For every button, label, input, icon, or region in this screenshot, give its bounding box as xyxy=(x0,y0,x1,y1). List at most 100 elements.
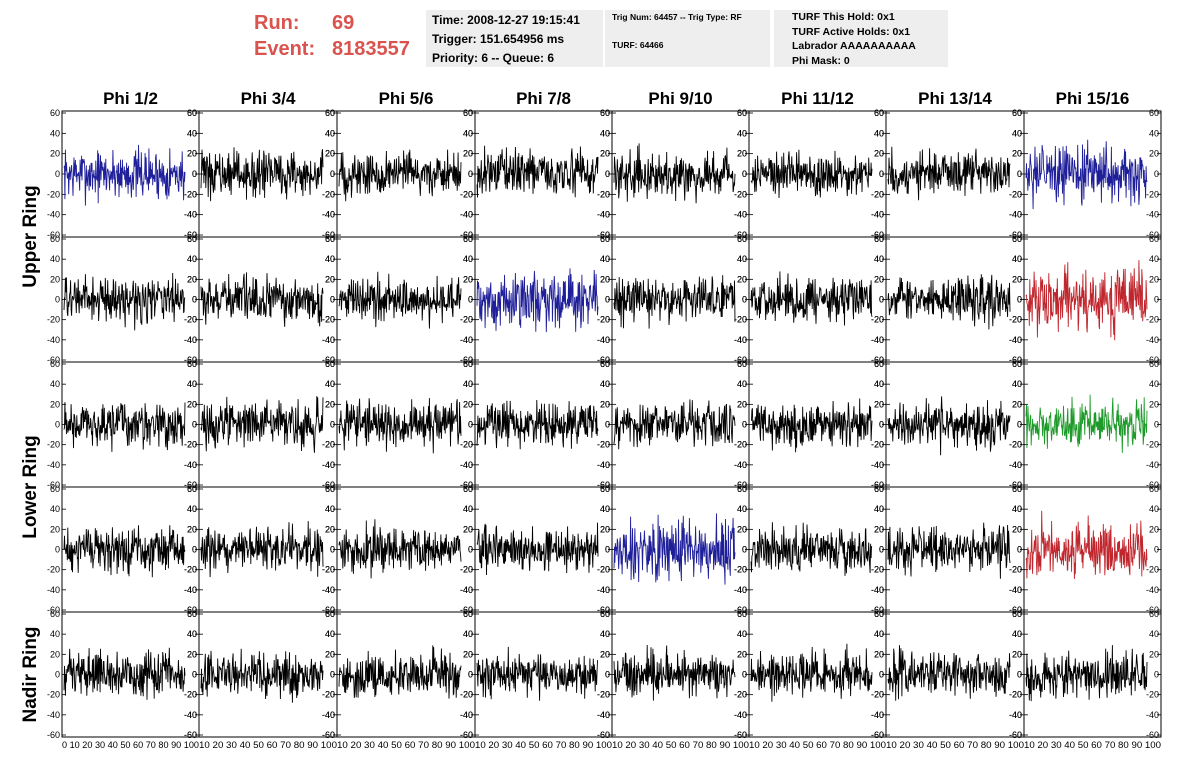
y-tick-label-left: 40 xyxy=(463,629,473,639)
y-tick-label-right: -20 xyxy=(1146,189,1159,199)
y-tick-label-left: 40 xyxy=(600,128,610,138)
y-tick-label-right: -60 xyxy=(322,230,335,240)
y-tick-label-right: -20 xyxy=(871,690,884,700)
y-tick-label-left: 0 xyxy=(742,420,747,430)
y-tick-label-left: 0 xyxy=(192,670,197,680)
y-tick-label-left: 40 xyxy=(1012,128,1022,138)
y-tick-label-left: 40 xyxy=(600,254,610,264)
y-tick-label-left: -40 xyxy=(597,585,610,595)
waveform-r0c3 xyxy=(476,145,599,198)
y-tick-label-right: -60 xyxy=(184,355,197,365)
waveform-r3c2 xyxy=(338,519,462,579)
y-tick-label-right: 40 xyxy=(187,504,197,514)
y-tick-label-left: 40 xyxy=(874,379,884,389)
waveform-r0c2 xyxy=(338,149,462,202)
waveform-r3c3 xyxy=(476,522,599,576)
y-tick-label-right: -20 xyxy=(871,315,884,325)
y-tick-label-right: -40 xyxy=(734,710,747,720)
run-value: 69 xyxy=(332,12,355,34)
y-tick-label-right: -40 xyxy=(460,710,473,720)
y-tick-label-right: -40 xyxy=(1146,710,1159,720)
y-tick-label-left: 0 xyxy=(879,169,884,179)
y-tick-label-left: -40 xyxy=(734,585,747,595)
y-tick-label-right: -20 xyxy=(460,690,473,700)
y-tick-label-left: -40 xyxy=(184,585,197,595)
y-tick-label-right: 20 xyxy=(874,274,884,284)
event-value: 8183557 xyxy=(332,38,410,60)
waveform-r3c1 xyxy=(200,521,324,578)
y-tick-label-left: 60 xyxy=(50,108,60,118)
y-tick-label-right: 60 xyxy=(737,609,747,619)
y-tick-label-right: -20 xyxy=(1009,189,1022,199)
y-tick-label-left: 60 xyxy=(737,359,747,369)
y-tick-label-right: 20 xyxy=(325,149,335,159)
y-tick-label-right: 0 xyxy=(742,169,747,179)
y-tick-label-right: 20 xyxy=(600,524,610,534)
y-tick-label-left: 20 xyxy=(737,399,747,409)
y-tick-label-right: -20 xyxy=(322,440,335,450)
y-tick-label-left: -40 xyxy=(734,710,747,720)
y-tick-label-left: -20 xyxy=(322,690,335,700)
y-tick-label-right: 0 xyxy=(192,169,197,179)
y-tick-label-left: -60 xyxy=(460,355,473,365)
y-tick-label-left: 60 xyxy=(1012,484,1022,494)
column-header-7: Phi 13/14 xyxy=(918,89,992,108)
y-tick-label-right: -40 xyxy=(734,460,747,470)
y-tick-label-right: 0 xyxy=(1017,295,1022,305)
y-tick-label-left: -60 xyxy=(184,355,197,365)
y-tick-label-left: -40 xyxy=(597,710,610,720)
y-tick-label-left: 20 xyxy=(50,649,60,659)
y-tick-label-right: 0 xyxy=(330,545,335,555)
y-tick-label-left: -20 xyxy=(322,189,335,199)
y-tick-label-left: -20 xyxy=(597,315,610,325)
y-tick-label-right: 40 xyxy=(1012,128,1022,138)
y-tick-label-right: 60 xyxy=(1012,609,1022,619)
y-tick-label-right: 60 xyxy=(737,234,747,244)
y-tick-label-right: 0 xyxy=(605,670,610,680)
y-tick-label-right: 60 xyxy=(737,359,747,369)
y-tick-label-left: 40 xyxy=(187,504,197,514)
y-tick-label-right: 60 xyxy=(737,108,747,118)
y-tick-label-right: 20 xyxy=(874,524,884,534)
y-tick-label-left: 60 xyxy=(325,609,335,619)
y-tick-label-left: 60 xyxy=(737,484,747,494)
y-tick-label-right: 40 xyxy=(600,128,610,138)
y-tick-label-left: 60 xyxy=(463,359,473,369)
turf-active-text: TURF Active Holds: 0x1 xyxy=(792,25,911,38)
y-tick-label-right: 0 xyxy=(192,670,197,680)
y-tick-label-right: -40 xyxy=(597,210,610,220)
y-tick-label-right: 20 xyxy=(187,149,197,159)
y-tick-label-right: -40 xyxy=(1009,710,1022,720)
y-tick-label-left: -40 xyxy=(871,710,884,720)
y-tick-label-left: -20 xyxy=(47,189,60,199)
y-tick-label-left: 0 xyxy=(330,295,335,305)
y-tick-label-right: 20 xyxy=(600,399,610,409)
y-tick-label-right: -20 xyxy=(597,690,610,700)
y-tick-label-left: -20 xyxy=(184,565,197,575)
y-tick-label-left: -60 xyxy=(47,730,60,740)
y-tick-label-right: 20 xyxy=(325,649,335,659)
y-tick-label-right: -40 xyxy=(184,460,197,470)
waveform-r1c4 xyxy=(613,275,736,329)
y-tick-label-right: 60 xyxy=(187,609,197,619)
y-tick-label-left: 0 xyxy=(605,545,610,555)
y-tick-label-right: -40 xyxy=(1009,460,1022,470)
turf-text: TURF: 64466 xyxy=(612,40,664,50)
y-tick-label-left: 60 xyxy=(187,609,197,619)
y-tick-label-left: -20 xyxy=(1009,315,1022,325)
y-tick-label-right: 0 xyxy=(605,295,610,305)
y-tick-label-right: 0 xyxy=(330,295,335,305)
turf-info-box: TURF This Hold: 0x1 TURF Active Holds: 0… xyxy=(774,10,948,67)
y-tick-label-left: -60 xyxy=(322,605,335,615)
y-tick-label-right: -20 xyxy=(734,315,747,325)
y-tick-label-left: -60 xyxy=(1009,605,1022,615)
y-tick-label-right: -20 xyxy=(871,440,884,450)
y-tick-label-left: 0 xyxy=(1017,169,1022,179)
y-tick-label-right: 40 xyxy=(187,128,197,138)
y-tick-label-left: 20 xyxy=(600,399,610,409)
y-tick-label-left: 60 xyxy=(600,234,610,244)
y-tick-label-left: 40 xyxy=(50,128,60,138)
y-tick-label-right: -60 xyxy=(1009,480,1022,490)
y-tick-label-right: -60 xyxy=(734,480,747,490)
y-tick-label-right: -40 xyxy=(184,710,197,720)
